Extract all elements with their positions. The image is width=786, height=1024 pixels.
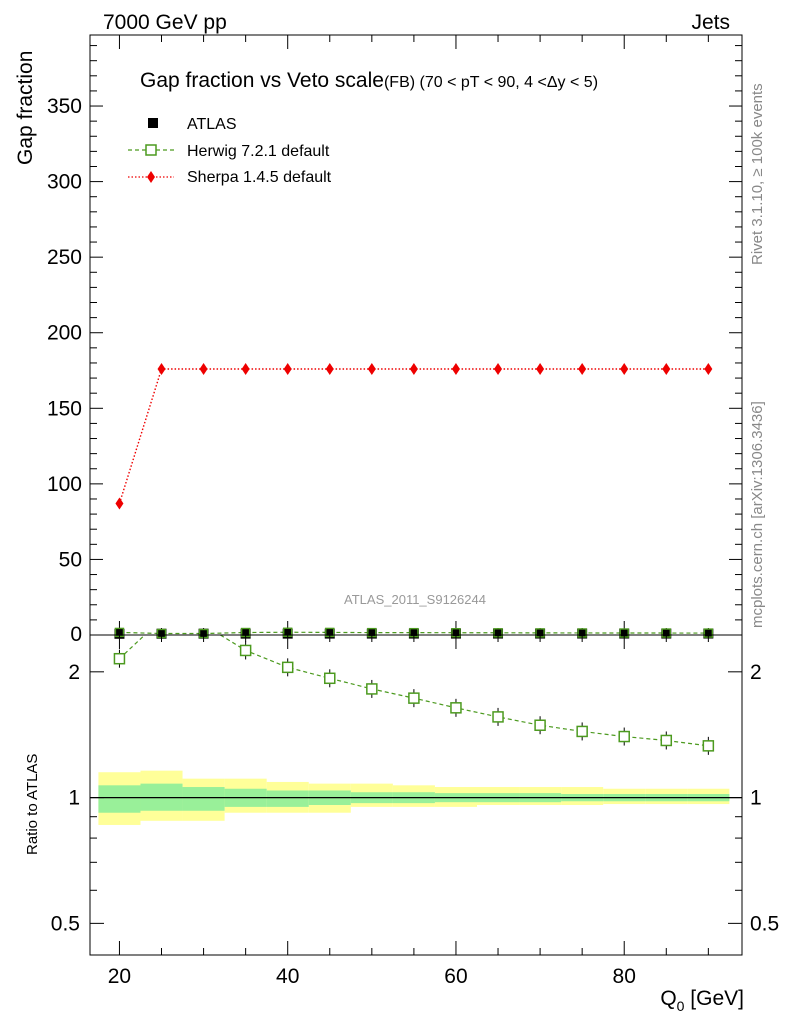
legend-sherpa-marker [147,171,155,183]
sherpa-point [199,363,208,376]
x-axis-label-sub: 0 [677,998,685,1014]
atlas-point [156,628,167,639]
legend-herwig-marker [145,144,157,156]
legend-atlas-label: ATLAS [187,116,237,133]
ratio-x-tick-label: 20 [108,965,131,988]
chart-title-main: Gap fraction vs Veto scale [140,69,384,92]
legend-herwig-label: Herwig 7.2.1 default [187,143,330,160]
herwig-ratio-point [324,672,336,685]
sherpa-point [451,363,460,376]
main-y-axis: 50 100 150 200 250 300 350 0 [47,45,742,646]
ratio-x-tick-label: 60 [444,965,467,988]
ratio-x-axis: 20 40 60 80 [108,635,709,988]
atlas-point [282,628,293,639]
herwig-ratio-point [450,702,462,714]
ratio-y-axis: 0.5 0.5 1 1 2 2 [51,661,779,936]
legend-atlas-marker [148,118,158,128]
herwig-ratio-point [618,730,630,743]
atlas-point [198,628,209,639]
ratio-y-tick-label-right: 2 [750,661,762,684]
chart-title: Gap fraction vs Veto scale(FB) (70 < pT … [140,69,598,92]
herwig-ratio-point [408,692,420,704]
sherpa-point [367,363,376,376]
main-y-tick-label: 100 [47,473,82,496]
ratio-y-tick-label: 1 [68,787,80,810]
sherpa-point [704,363,713,376]
sherpa-point [115,497,124,510]
legend: ATLAS Herwig 7.2.1 default Sherpa 1.4.5 … [128,116,332,186]
ratio-y-tick-label: 2 [68,661,80,684]
main-y-tick-label: 350 [47,95,82,118]
sherpa-point [409,363,418,376]
main-panel: 50 100 150 200 250 300 350 0 Gap fraction Gap f… [14,34,743,646]
ratio-band-inner [266,790,309,807]
sherpa-point [620,363,629,376]
ratio-y-tick-label-right: 0.5 [750,912,779,935]
sherpa-point [578,363,587,376]
header-left: 7000 GeV pp [103,11,227,34]
atlas-point [114,628,125,639]
atlas-point [408,628,419,639]
header-right: Jets [691,11,730,34]
main-y-tick-label: 50 [59,548,82,571]
herwig-ratio-point [366,683,378,695]
sherpa-point [157,363,166,376]
ratio-ylabel: Ratio to ATLAS [24,754,41,855]
main-y-zero-label: 0 [70,623,82,646]
x-axis-label-unit: [GeV] [684,987,744,1010]
atlas-point [240,628,251,639]
atlas-point [535,628,546,639]
sherpa-point [283,363,292,376]
watermark: ATLAS_2011_S9126244 [344,592,486,607]
sherpa-point [241,363,250,376]
main-y-tick-label: 250 [47,246,82,269]
herwig-ratio-point [534,719,546,731]
herwig-ratio-point [239,644,252,657]
sherpa-point [325,363,334,376]
atlas-point [366,628,377,639]
ratio-x-tick-label: 80 [613,965,636,988]
sherpa-main-line [118,368,709,504]
herwig-ratio-line [220,634,709,747]
main-y-tick-label: 200 [47,322,82,345]
atlas-point [450,628,461,639]
legend-sherpa-label: Sherpa 1.4.5 default [187,169,332,186]
ratio-panel: 0.5 0.5 1 1 2 2 20 40 60 80 Ratio to ATLAS Q0 [G… [24,634,779,1014]
atlas-point [661,628,672,639]
main-y-tick-label: 150 [47,397,82,420]
ratio-y-tick-label: 0.5 [51,912,80,935]
atlas-point [577,628,588,639]
main-y-tick-label: 300 [47,171,82,194]
ratio-series [113,634,715,755]
herwig-ratio-point [113,652,126,665]
herwig-ratio-point [281,661,294,674]
atlas-point [619,628,630,639]
main-ylabel: Gap fraction [14,51,37,165]
ratio-band-inner [98,785,141,813]
ratio-band-inner [182,787,225,811]
atlas-point [493,628,504,639]
ratio-y-tick-label-right: 1 [750,787,762,810]
chart-title-sub: (FB) (70 < pT < 90, 4 <Δy < 5) [384,74,598,91]
rivet-label: Rivet 3.1.10, ≥ 100k events [749,83,766,265]
herwig-ratio-point [660,734,673,747]
ratio-x-tick-label: 40 [276,965,299,988]
x-axis-label: Q0 [GeV] [660,987,744,1014]
sherpa-point [662,363,671,376]
herwig-ratio-point [492,711,504,723]
main-series [114,363,714,639]
mcplots-label: mcplots.cern.ch [arXiv:1306.3436] [749,401,766,628]
herwig-ratio-point [576,725,588,738]
ratio-frame [89,634,743,956]
herwig-ratio-line-start [119,634,146,660]
sherpa-point [494,363,503,376]
atlas-point [324,628,335,639]
sherpa-point [536,363,545,376]
atlas-point [703,628,714,639]
herwig-ratio-point [702,740,715,752]
x-axis-label-q: Q [660,987,676,1010]
